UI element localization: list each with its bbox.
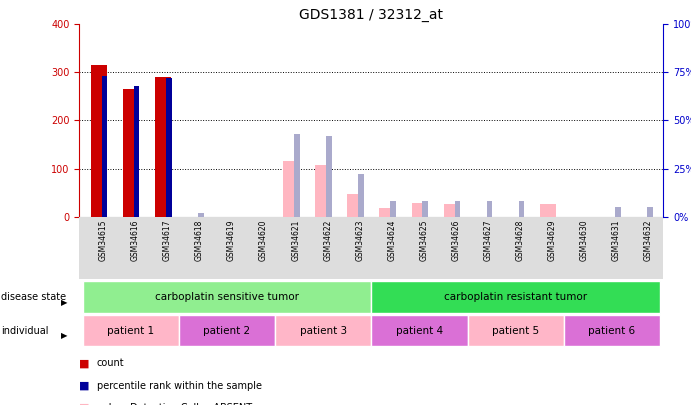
Bar xyxy=(390,201,396,217)
Text: GSM34627: GSM34627 xyxy=(484,220,493,261)
Text: carboplatin sensitive tumor: carboplatin sensitive tumor xyxy=(155,292,299,302)
Bar xyxy=(371,281,660,313)
Bar xyxy=(348,194,363,217)
Text: disease state: disease state xyxy=(1,292,66,302)
Text: ■: ■ xyxy=(79,358,90,368)
Text: GSM34619: GSM34619 xyxy=(227,220,236,261)
Bar xyxy=(275,315,371,346)
Bar xyxy=(91,65,106,217)
Text: GSM34621: GSM34621 xyxy=(291,220,300,261)
Bar xyxy=(540,204,556,217)
Text: GSM34618: GSM34618 xyxy=(195,220,204,261)
Text: GSM34615: GSM34615 xyxy=(99,220,108,261)
Text: GSM34631: GSM34631 xyxy=(612,220,621,261)
Text: GSM34628: GSM34628 xyxy=(515,220,524,261)
Bar xyxy=(647,207,653,217)
Bar xyxy=(198,213,204,217)
Bar xyxy=(294,134,300,217)
Bar xyxy=(371,315,468,346)
Bar xyxy=(564,315,660,346)
Bar xyxy=(486,201,493,217)
Bar xyxy=(468,315,564,346)
Text: patient 3: patient 3 xyxy=(300,326,347,336)
Text: ■: ■ xyxy=(79,403,90,405)
Bar xyxy=(166,78,171,217)
Bar xyxy=(422,201,428,217)
Bar xyxy=(455,201,460,217)
Text: GSM34624: GSM34624 xyxy=(388,220,397,261)
Bar xyxy=(412,203,428,217)
Text: ▶: ▶ xyxy=(61,298,68,307)
Bar xyxy=(315,165,331,217)
Bar xyxy=(155,77,171,217)
Bar xyxy=(283,161,299,217)
Text: GSM34626: GSM34626 xyxy=(452,220,461,261)
Text: GSM34632: GSM34632 xyxy=(644,220,653,261)
Text: GSM34620: GSM34620 xyxy=(259,220,268,261)
Bar xyxy=(83,315,179,346)
Text: patient 6: patient 6 xyxy=(589,326,636,336)
Bar xyxy=(102,76,107,217)
Bar xyxy=(358,174,364,217)
Text: carboplatin resistant tumor: carboplatin resistant tumor xyxy=(444,292,587,302)
Text: value, Detection Call = ABSENT: value, Detection Call = ABSENT xyxy=(97,403,252,405)
Text: GSM34616: GSM34616 xyxy=(131,220,140,261)
Bar xyxy=(379,208,395,217)
Text: patient 2: patient 2 xyxy=(203,326,251,336)
Bar xyxy=(83,281,371,313)
Text: GSM34629: GSM34629 xyxy=(548,220,557,261)
Bar xyxy=(444,204,460,217)
Text: patient 4: patient 4 xyxy=(396,326,443,336)
Bar xyxy=(326,136,332,217)
Text: GSM34617: GSM34617 xyxy=(163,220,172,261)
Text: GSM34625: GSM34625 xyxy=(419,220,428,261)
Text: GSM34622: GSM34622 xyxy=(323,220,332,261)
Text: ■: ■ xyxy=(79,381,90,390)
Text: count: count xyxy=(97,358,124,368)
Text: ▶: ▶ xyxy=(61,331,68,340)
Text: patient 1: patient 1 xyxy=(107,326,154,336)
Bar xyxy=(179,315,275,346)
Text: percentile rank within the sample: percentile rank within the sample xyxy=(97,381,262,390)
Bar xyxy=(615,207,621,217)
Text: patient 5: patient 5 xyxy=(492,326,540,336)
Text: GSM34623: GSM34623 xyxy=(355,220,364,261)
Text: GSM34630: GSM34630 xyxy=(580,220,589,262)
Bar xyxy=(123,89,139,217)
Text: individual: individual xyxy=(1,326,49,336)
Bar xyxy=(133,86,140,217)
Bar xyxy=(519,201,524,217)
Title: GDS1381 / 32312_at: GDS1381 / 32312_at xyxy=(299,8,444,22)
